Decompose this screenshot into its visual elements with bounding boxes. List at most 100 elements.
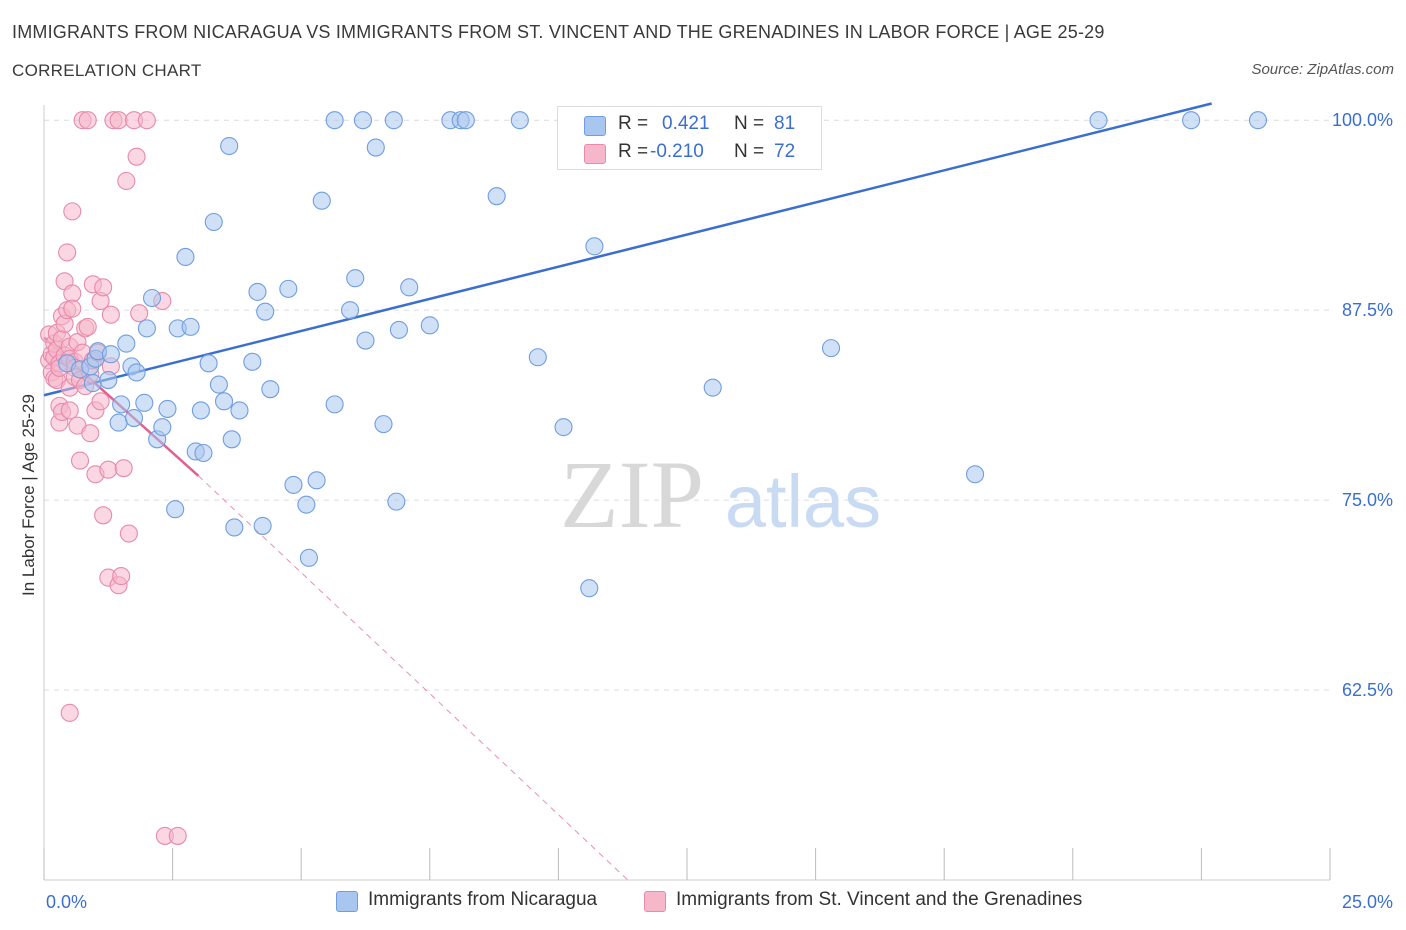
source-credit: Source: ZipAtlas.com (1251, 61, 1394, 78)
y-tick-label: 62.5% (1342, 680, 1393, 700)
point-stvincent (63, 202, 82, 221)
y-tick-label: 87.5% (1342, 300, 1393, 320)
point-nicaragua (137, 319, 156, 338)
point-nicaragua (325, 395, 344, 414)
point-nicaragua (99, 370, 118, 390)
point-nicaragua (1248, 111, 1268, 130)
legend-r-value-nicaragua: 0.421 (662, 113, 710, 134)
point-nicaragua (135, 393, 154, 412)
point-nicaragua (176, 247, 195, 267)
point-stvincent (130, 304, 149, 323)
point-nicaragua (1182, 111, 1201, 130)
point-nicaragua (209, 375, 228, 394)
point-nicaragua (199, 354, 218, 373)
point-nicaragua (158, 399, 177, 418)
point-nicaragua (384, 111, 403, 130)
point-nicaragua (356, 331, 375, 350)
zipatlas-watermark: ZIP atlas (560, 441, 881, 548)
point-nicaragua (580, 579, 599, 598)
point-stvincent (117, 171, 136, 191)
point-stvincent (99, 460, 118, 479)
point-stvincent (137, 111, 156, 130)
point-nicaragua (284, 475, 303, 494)
point-nicaragua (142, 288, 162, 308)
point-nicaragua (346, 269, 365, 288)
point-nicaragua (127, 363, 146, 382)
point-nicaragua (487, 187, 506, 206)
legend-swatch-nicaragua (584, 116, 606, 136)
watermark-zip: ZIP (560, 441, 704, 548)
bottom-legend-label-stvincent: Immigrants from St. Vincent and the Gren… (676, 889, 1083, 910)
point-nicaragua (456, 111, 475, 130)
point-stvincent (78, 317, 97, 336)
point-nicaragua (585, 237, 604, 256)
point-nicaragua (220, 136, 239, 156)
point-nicaragua (101, 345, 120, 364)
bottom-legend-label-nicaragua: Immigrants from Nicaragua (368, 889, 598, 910)
point-nicaragua (261, 380, 280, 399)
y-axis-label: In Labor Force | Age 25-29 (19, 394, 38, 596)
y-tick-label: 100.0% (1332, 110, 1393, 130)
legend-n-label: N = (734, 113, 765, 134)
point-nicaragua (341, 301, 360, 320)
point-nicaragua (109, 413, 128, 432)
point-stvincent (112, 567, 131, 586)
point-nicaragua (256, 302, 275, 321)
point-nicaragua (703, 378, 722, 397)
point-stvincent (109, 111, 128, 130)
point-nicaragua (230, 401, 249, 420)
point-nicaragua (307, 471, 326, 490)
point-nicaragua (1089, 111, 1108, 130)
point-nicaragua (821, 339, 841, 358)
point-nicaragua (389, 320, 408, 339)
tick-labels: 62.5% 75.0% 87.5% 100.0% 0.0% 25.0% (46, 110, 1393, 912)
point-nicaragua (166, 500, 185, 519)
point-nicaragua (400, 278, 419, 297)
point-stvincent (63, 284, 82, 303)
x-tick-label-min: 0.0% (46, 892, 87, 912)
point-nicaragua (353, 111, 372, 130)
point-nicaragua (204, 212, 223, 232)
point-stvincent (81, 424, 100, 443)
point-nicaragua (297, 495, 316, 514)
chart-title: IMMIGRANTS FROM NICARAGUA VS IMMIGRANTS … (12, 22, 1105, 42)
point-stvincent (94, 506, 113, 525)
point-stvincent (94, 278, 113, 297)
point-nicaragua (181, 317, 200, 336)
point-nicaragua (214, 392, 234, 411)
point-nicaragua (312, 191, 331, 210)
point-nicaragua (325, 111, 344, 130)
point-nicaragua (528, 348, 547, 367)
legend-r-label: R = (618, 141, 649, 162)
bottom-legend-swatch-stvincent (644, 891, 666, 912)
point-nicaragua (112, 395, 131, 414)
point-nicaragua (253, 516, 272, 535)
legend-r-value-stvincent: -0.210 (650, 141, 704, 162)
point-nicaragua (420, 316, 439, 335)
point-nicaragua (124, 408, 144, 428)
y-tick-label: 75.0% (1342, 490, 1393, 510)
point-nicaragua (153, 418, 172, 437)
point-nicaragua (966, 465, 985, 484)
point-nicaragua (117, 334, 136, 353)
point-stvincent (127, 147, 146, 166)
watermark-atlas: atlas (725, 460, 881, 543)
point-nicaragua (83, 374, 102, 393)
point-stvincent (119, 524, 138, 543)
chart-subtitle: CORRELATION CHART (12, 61, 202, 80)
legend-n-value-nicaragua: 81 (774, 113, 796, 134)
point-nicaragua (366, 138, 385, 157)
legend-n-label: N = (734, 141, 765, 162)
bottom-legend-swatch-nicaragua (336, 891, 358, 912)
point-stvincent (114, 459, 133, 478)
point-nicaragua (248, 282, 267, 301)
x-tick-label-max: 25.0% (1342, 892, 1393, 912)
point-stvincent (63, 299, 82, 318)
legend-n-value-stvincent: 72 (774, 141, 796, 162)
point-stvincent (60, 703, 79, 722)
point-nicaragua (243, 352, 262, 371)
point-stvincent (58, 243, 77, 262)
axes (43, 105, 1331, 881)
point-nicaragua (387, 492, 406, 511)
point-stvincent (168, 826, 187, 845)
